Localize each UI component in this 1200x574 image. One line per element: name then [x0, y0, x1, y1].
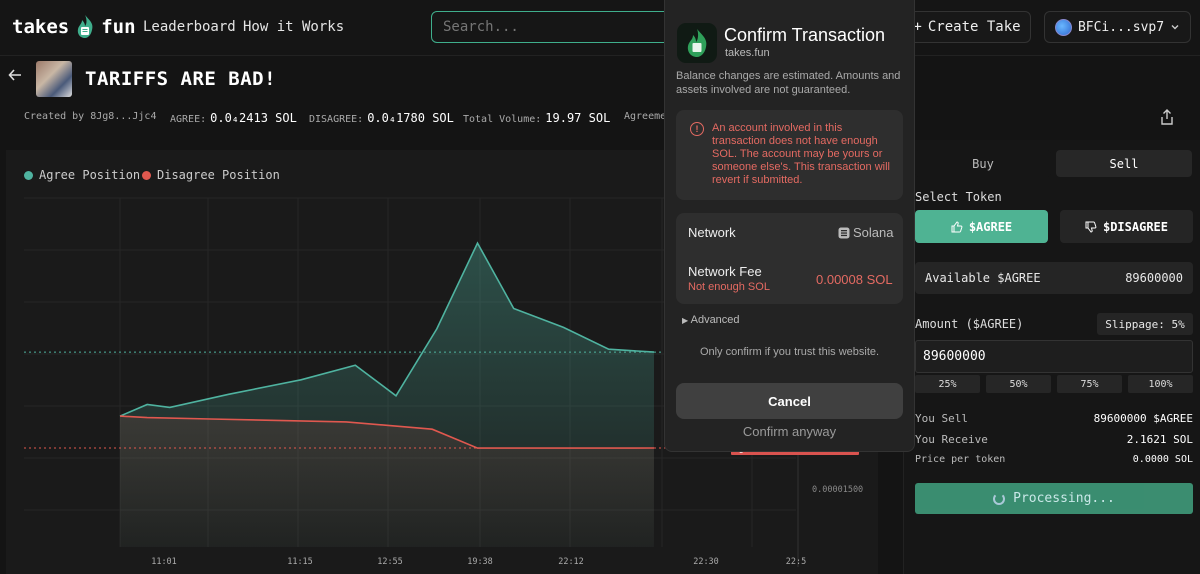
created-by-label: Created by: [24, 111, 85, 122]
network-label: Network: [688, 225, 736, 240]
agree-token-button[interactable]: $AGREE: [915, 210, 1048, 243]
x-tick-label: 19:38: [467, 557, 493, 567]
modal-title: Confirm Transaction: [724, 25, 886, 45]
logo-text-right: fun: [101, 16, 136, 38]
pct-50-button[interactable]: 50%: [986, 375, 1051, 393]
tab-sell[interactable]: Sell: [1056, 150, 1192, 177]
disagree-price-stat: DISAGREE: 0.0₄1780 SOL: [309, 111, 454, 125]
fee-label: Network Fee: [688, 264, 762, 279]
legend-agree[interactable]: Agree Position: [24, 168, 140, 182]
flame-logo-icon: [78, 15, 93, 38]
processing-label: Processing...: [1013, 491, 1115, 506]
creator-address[interactable]: 8Jg8...Jjc4: [90, 111, 157, 122]
confirm-anyway-button[interactable]: Confirm anyway: [742, 424, 837, 439]
nav-how-it-works[interactable]: How it Works: [243, 19, 345, 35]
spinner-icon: [993, 492, 1006, 505]
you-receive-value: 2.1621 SOL: [1126, 433, 1193, 446]
network-box: [676, 213, 903, 304]
logo[interactable]: takes fun: [12, 10, 136, 44]
x-tick-label: 22:12: [558, 557, 584, 567]
x-tick-label: 22:30: [693, 557, 719, 567]
created-by: Created by 8Jg8...Jjc4: [24, 111, 156, 122]
disagree-price-value: 0.0₄1780 SOL: [367, 111, 454, 125]
network-value-label: Solana: [853, 225, 894, 240]
legend-disagree-dot: [142, 170, 151, 180]
disagree-token-button[interactable]: $DISAGREE: [1060, 210, 1193, 243]
legend-disagree[interactable]: Disagree Position: [142, 168, 280, 182]
available-value: 89600000: [1125, 271, 1183, 285]
create-take-label: Create Take: [927, 19, 1021, 35]
fee-value: 0.00008 SOL: [816, 272, 893, 287]
thumbs-up-icon: [951, 220, 963, 232]
volume-value: 19.97 SOL: [545, 111, 611, 125]
market-title: TARIFFS ARE BAD!: [85, 68, 277, 90]
price-chart[interactable]: 0.000020000.0000150011:0111:1512:5519:38…: [0, 0, 880, 574]
network-value: Solana: [838, 225, 893, 240]
site-logo-icon: [677, 23, 717, 63]
advanced-label: Advanced: [690, 314, 740, 326]
warning-box: [676, 110, 903, 200]
wallet-address: BFCi...svp7: [1077, 19, 1165, 35]
pct-100-button[interactable]: 100%: [1128, 375, 1193, 393]
you-receive-label: You Receive: [915, 433, 988, 446]
cancel-button[interactable]: Cancel: [676, 383, 903, 419]
x-tick-label: 11:15: [287, 557, 313, 567]
advanced-toggle[interactable]: ▶ Advanced: [682, 314, 740, 326]
amount-input[interactable]: [915, 340, 1193, 373]
caret-right-icon: ▶: [682, 316, 689, 325]
agree-price-label: AGREE:: [170, 114, 207, 125]
tab-buy[interactable]: Buy: [915, 150, 1051, 177]
flame-icon: [687, 29, 707, 57]
pct-75-button[interactable]: 75%: [1057, 375, 1122, 393]
create-take-button[interactable]: + Create Take: [903, 11, 1031, 43]
plus-icon: +: [913, 19, 922, 35]
legend-disagree-label: Disagree Position: [157, 168, 280, 182]
nav-leaderboard[interactable]: Leaderboard: [143, 19, 236, 35]
search-input[interactable]: [431, 11, 681, 43]
select-token-label: Select Token: [915, 190, 1002, 204]
agreement-label: Agreemen: [624, 111, 673, 122]
legend-agree-label: Agree Position: [39, 168, 141, 182]
disagree-token-label: $DISAGREE: [1102, 219, 1169, 234]
share-icon[interactable]: [1160, 109, 1174, 125]
agree-line: [119, 241, 655, 417]
solana-icon: [838, 227, 850, 238]
back-arrow-icon[interactable]: [8, 68, 22, 82]
modal-site: takes.fun: [725, 47, 770, 59]
y-tick-label: 0.00001500: [812, 485, 863, 495]
warning-text: An account involved in this transaction …: [712, 122, 890, 186]
wallet-button[interactable]: BFCi...svp7: [1044, 11, 1191, 43]
legend-agree-dot: [24, 170, 33, 180]
slippage-button[interactable]: Slippage: 5%: [1097, 313, 1193, 335]
pct-25-button[interactable]: 25%: [915, 375, 980, 393]
available-balance: Available $AGREE 89600000: [915, 262, 1193, 294]
you-sell-label: You Sell: [915, 412, 968, 425]
wallet-avatar-icon: [1054, 18, 1072, 36]
market-image: [36, 61, 72, 97]
price-per-token-label: Price per token: [915, 454, 1006, 465]
logo-text-left: takes: [12, 16, 70, 38]
x-tick-label: 11:01: [151, 557, 177, 567]
trust-note: Only confirm if you trust this website.: [699, 346, 880, 358]
x-tick-label: 12:55: [377, 557, 403, 567]
agree-price-value: 0.0₄2413 SOL: [210, 111, 297, 125]
chevron-down-icon: [1171, 25, 1179, 30]
agree-price-stat: AGREE: 0.0₄2413 SOL: [170, 111, 297, 125]
fee-warning: Not enough SOL: [688, 281, 770, 293]
available-label: Available $AGREE: [925, 271, 1041, 285]
processing-button[interactable]: Processing...: [915, 483, 1193, 514]
price-per-token-value: 0.0000 SOL: [1132, 454, 1193, 465]
you-sell-value: 89600000 $AGREE: [1093, 412, 1193, 425]
amount-label: Amount ($AGREE): [915, 317, 1024, 331]
x-tick-label: 22:5: [786, 557, 806, 567]
thumbs-down-icon: [1085, 221, 1097, 233]
volume-stat: Total Volume: 19.97 SOL: [463, 111, 610, 125]
estimate-note: Balance changes are estimated. Amounts a…: [676, 70, 901, 96]
agree-token-label: $AGREE: [968, 219, 1013, 234]
volume-label: Total Volume:: [463, 114, 542, 125]
alert-icon: !: [690, 122, 704, 136]
disagree-price-label: DISAGREE:: [309, 114, 364, 125]
